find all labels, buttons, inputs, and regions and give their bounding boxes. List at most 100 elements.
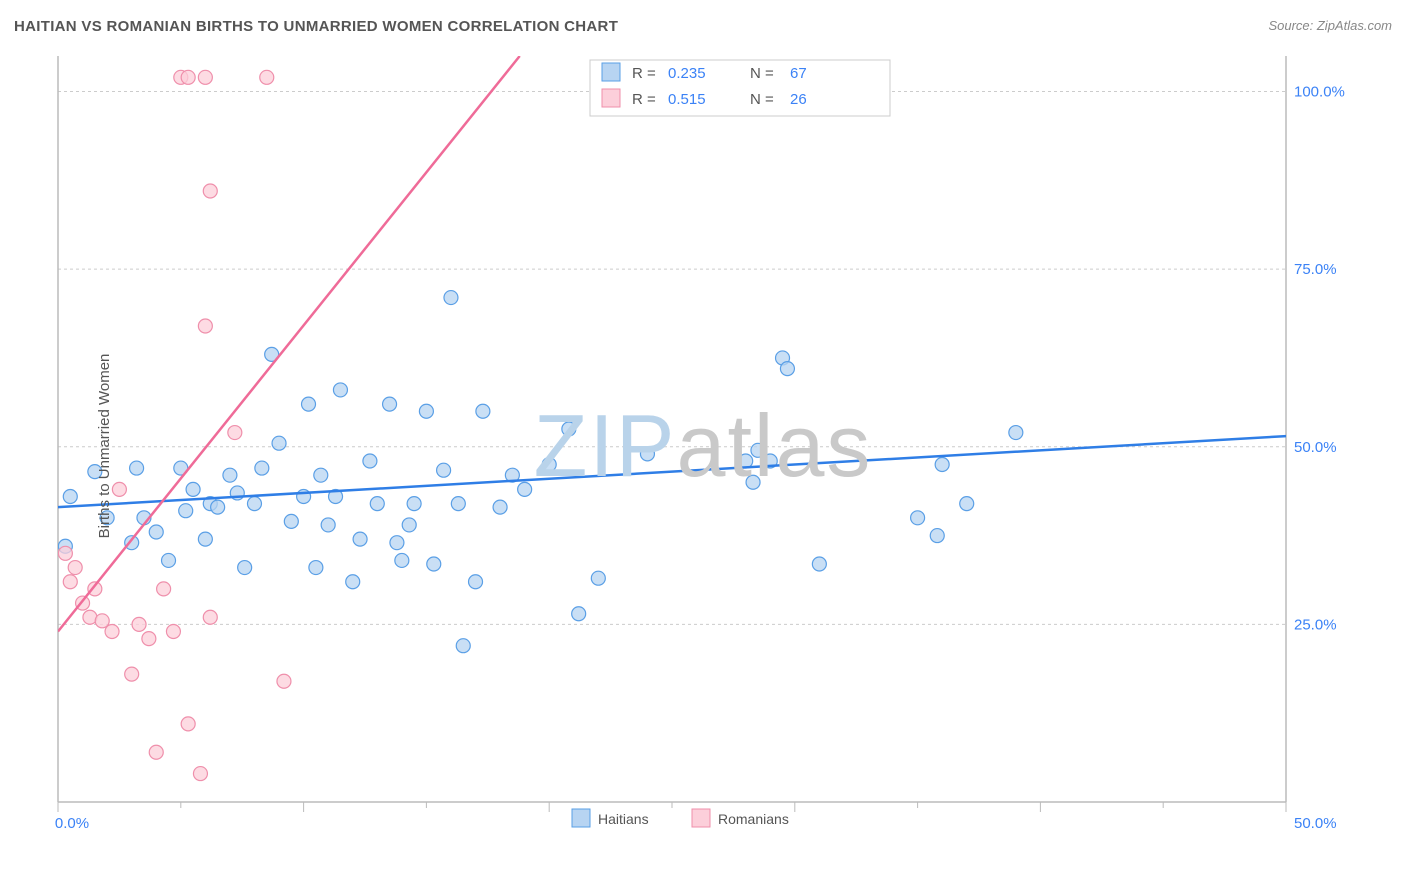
correlation-scatter-chart: 25.0% 50.0% 75.0% 100.0% 0.0% 50.0% R = 0.235 N … xyxy=(50,50,1356,842)
page-title: HAITIAN VS ROMANIAN BIRTHS TO UNMARRIED … xyxy=(14,18,618,35)
point-haitians xyxy=(1009,426,1023,440)
point-haitians xyxy=(572,607,586,621)
point-haitians xyxy=(63,489,77,503)
point-haitians xyxy=(456,639,470,653)
y-axis-title: Births to Unmarried Women xyxy=(96,354,113,539)
point-haitians xyxy=(130,461,144,475)
point-haitians xyxy=(395,553,409,567)
point-haitians xyxy=(314,468,328,482)
point-romanians xyxy=(203,184,217,198)
chart-area: Births to Unmarried Women 25.0% 50.0% 75.0… xyxy=(50,50,1356,842)
point-haitians xyxy=(812,557,826,571)
y-tick-label: 100.0% xyxy=(1294,84,1345,101)
point-haitians xyxy=(746,475,760,489)
point-haitians xyxy=(640,447,654,461)
point-haitians xyxy=(542,458,556,472)
legend-label: Romanians xyxy=(718,811,789,827)
point-romanians xyxy=(228,426,242,440)
plot-group xyxy=(58,56,1286,781)
point-haitians xyxy=(451,497,465,511)
point-romanians xyxy=(181,717,195,731)
point-haitians xyxy=(383,397,397,411)
point-haitians xyxy=(149,525,163,539)
point-romanians xyxy=(132,617,146,631)
point-romanians xyxy=(68,561,82,575)
point-haitians xyxy=(255,461,269,475)
point-haitians xyxy=(562,422,576,436)
point-haitians xyxy=(321,518,335,532)
point-haitians xyxy=(302,397,316,411)
point-haitians xyxy=(780,362,794,376)
stats-n-label: N = xyxy=(750,65,774,82)
y-tick-label: 25.0% xyxy=(1294,616,1337,633)
point-haitians xyxy=(179,504,193,518)
stats-swatch-pink xyxy=(602,89,620,107)
x-tick-label-left: 0.0% xyxy=(55,815,89,832)
point-haitians xyxy=(751,443,765,457)
point-haitians xyxy=(363,454,377,468)
point-haitians xyxy=(333,383,347,397)
x-tick-label-right: 50.0% xyxy=(1294,815,1337,832)
point-romanians xyxy=(63,575,77,589)
y-tick-label: 50.0% xyxy=(1294,439,1337,456)
point-haitians xyxy=(407,497,421,511)
point-haitians xyxy=(186,482,200,496)
stats-n-label: N = xyxy=(750,91,774,108)
point-romanians xyxy=(166,624,180,638)
stats-r-label: R = xyxy=(632,65,656,82)
point-haitians xyxy=(211,500,225,514)
point-haitians xyxy=(419,404,433,418)
point-haitians xyxy=(427,557,441,571)
point-romanians xyxy=(149,745,163,759)
legend-swatch-pink xyxy=(692,809,710,827)
point-romanians xyxy=(112,482,126,496)
point-haitians xyxy=(353,532,367,546)
point-haitians xyxy=(198,532,212,546)
point-haitians xyxy=(444,291,458,305)
point-haitians xyxy=(370,497,384,511)
stats-r-label: R = xyxy=(632,91,656,108)
point-haitians xyxy=(162,553,176,567)
legend-swatch-blue xyxy=(572,809,590,827)
point-haitians xyxy=(960,497,974,511)
point-romanians xyxy=(198,319,212,333)
point-haitians xyxy=(911,511,925,525)
stats-r-value: 0.235 xyxy=(668,65,706,82)
trendline-romanians xyxy=(58,56,520,631)
point-haitians xyxy=(346,575,360,589)
source-attribution: Source: ZipAtlas.com xyxy=(1268,18,1392,33)
header: HAITIAN VS ROMANIAN BIRTHS TO UNMARRIED … xyxy=(14,18,1392,42)
stats-n-value: 67 xyxy=(790,65,807,82)
point-haitians xyxy=(476,404,490,418)
y-tick-label: 75.0% xyxy=(1294,261,1337,278)
point-romanians xyxy=(142,632,156,646)
point-romanians xyxy=(58,546,72,560)
point-haitians xyxy=(238,561,252,575)
point-romanians xyxy=(157,582,171,596)
legend-label: Haitians xyxy=(598,811,649,827)
point-haitians xyxy=(402,518,416,532)
point-haitians xyxy=(309,561,323,575)
point-haitians xyxy=(247,497,261,511)
point-romanians xyxy=(277,674,291,688)
stats-swatch-blue xyxy=(602,63,620,81)
point-haitians xyxy=(493,500,507,514)
point-romanians xyxy=(125,667,139,681)
point-romanians xyxy=(193,767,207,781)
stats-n-value: 26 xyxy=(790,91,807,108)
point-haitians xyxy=(518,482,532,496)
point-haitians xyxy=(272,436,286,450)
point-haitians xyxy=(930,529,944,543)
point-romanians xyxy=(105,624,119,638)
point-haitians xyxy=(469,575,483,589)
point-haitians xyxy=(591,571,605,585)
point-haitians xyxy=(390,536,404,550)
point-romanians xyxy=(181,70,195,84)
point-haitians xyxy=(223,468,237,482)
point-romanians xyxy=(198,70,212,84)
point-haitians xyxy=(437,463,451,477)
point-haitians xyxy=(935,458,949,472)
stats-r-value: 0.515 xyxy=(668,91,706,108)
point-haitians xyxy=(284,514,298,528)
point-romanians xyxy=(260,70,274,84)
